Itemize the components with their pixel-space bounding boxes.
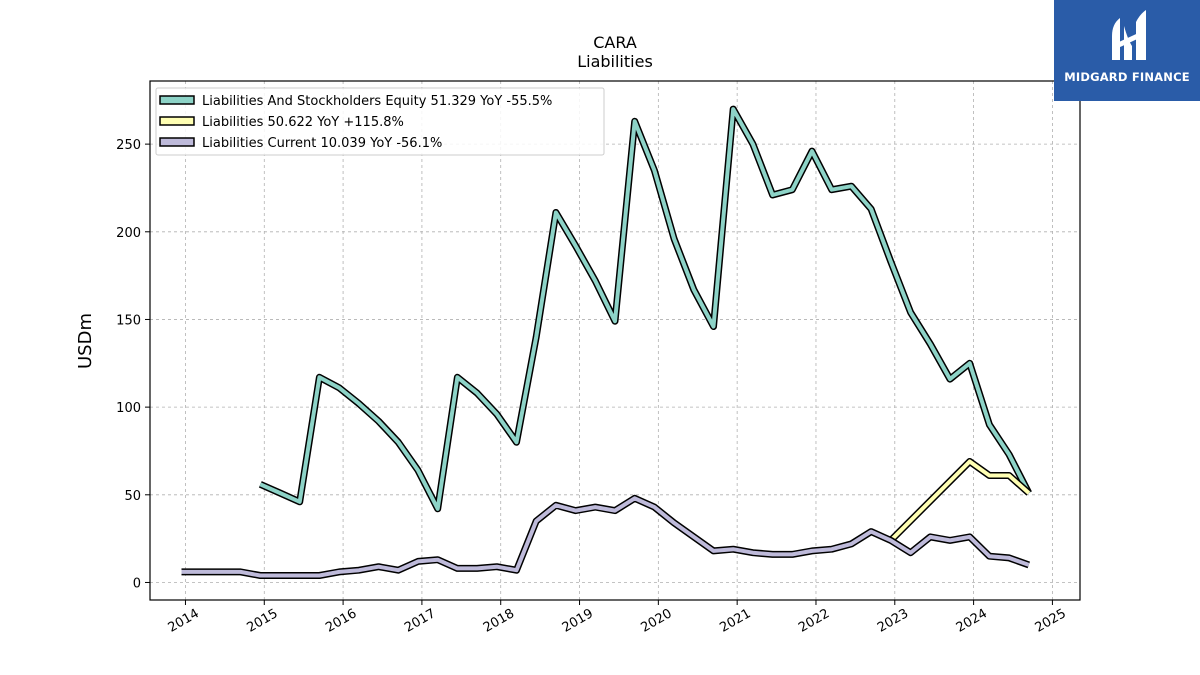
legend-label: Liabilities Current 10.039 YoY -56.1% [202,136,442,151]
y-tick-label: 100 [116,401,141,416]
plot-frame [149,80,1081,601]
chart-title: CARA [593,33,637,52]
x-tick-label: 2015 [244,606,280,636]
x-tick-label: 2021 [717,606,753,636]
series-line [259,107,1031,511]
brand-logo: MIDGARD FINANCE [1054,0,1200,101]
series-0 [258,105,1032,513]
x-tick-label: 2024 [954,606,990,636]
x-tick-label: 2019 [560,606,596,636]
chart-subtitle: Liabilities [577,52,653,71]
x-tick-label: 2014 [166,606,202,636]
series-line [181,496,1030,578]
legend-label: Liabilities And Stockholders Equity 51.3… [202,94,552,109]
legend: Liabilities And Stockholders Equity 51.3… [155,87,605,156]
x-tick-label: 2016 [323,606,359,636]
y-tick-label: 200 [116,226,141,241]
series-layer [181,105,1032,579]
grid [150,81,1080,600]
x-tick-label: 2025 [1033,606,1069,636]
y-tick-label: 50 [124,489,141,504]
y-tick-label: 250 [116,138,141,153]
x-tick-label: 2020 [639,606,675,636]
series-line [889,459,1031,542]
y-axis: 0 50 100 150 200 250 [116,138,150,591]
x-tick-label: 2023 [875,606,911,636]
series-line-outline [258,105,1032,513]
legend-item: Liabilities 50.622 YoY +115.8% [159,115,404,130]
logo-mark-icon [1112,10,1146,60]
legend-box [155,87,605,156]
legend-label: Liabilities 50.622 YoY +115.8% [202,115,404,130]
x-tick-label: 2018 [481,606,517,636]
legend-swatch [159,137,195,147]
series-2 [181,494,1030,579]
x-axis: 2014 2015 2016 2017 2018 2019 2020 2021 2022 2023… [166,600,1069,636]
x-tick-label: 2022 [796,606,832,636]
series-1 [888,458,1032,543]
x-tick-label: 2017 [402,606,438,636]
legend-swatch [159,116,195,126]
legend-item: Liabilities And Stockholders Equity 51.3… [159,94,552,109]
brand-name: MIDGARD FINANCE [1064,70,1190,84]
y-axis-label: USDm [75,313,96,369]
legend-item: Liabilities Current 10.039 YoY -56.1% [159,136,442,151]
legend-swatch [159,95,195,105]
y-tick-label: 0 [133,576,141,591]
y-tick-label: 150 [116,313,141,328]
